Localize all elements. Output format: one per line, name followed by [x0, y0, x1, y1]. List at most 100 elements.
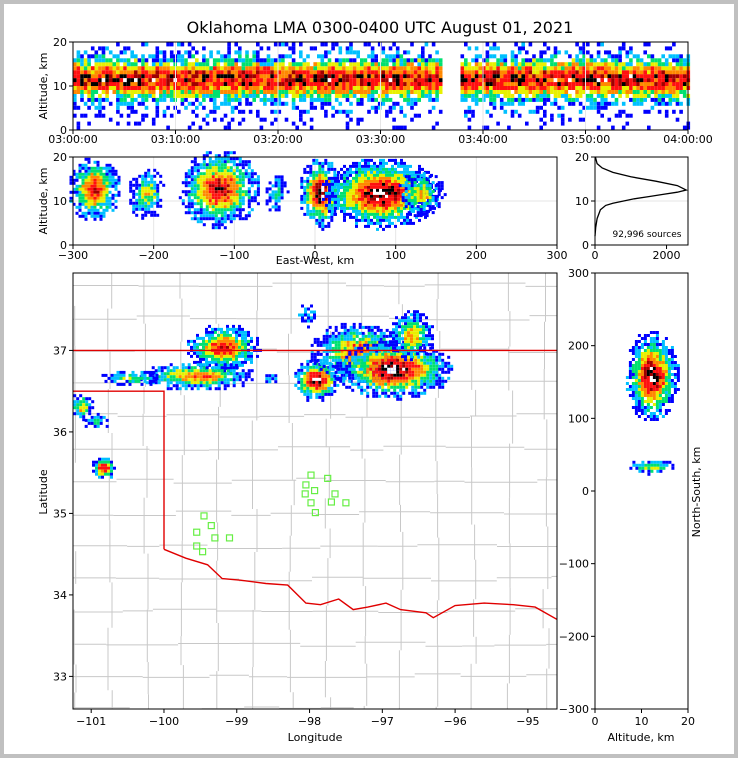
time-height-cell [209, 66, 213, 71]
ew-cell [274, 202, 278, 206]
ew-cell [268, 199, 272, 203]
time-height-cell [184, 82, 188, 86]
map-density-cell [241, 375, 245, 379]
time-height-cell [675, 66, 680, 71]
map-density-cell [327, 380, 331, 384]
map-density-cell [172, 378, 176, 382]
ew-cell [358, 203, 361, 207]
time-height-cell [600, 66, 604, 71]
time-height-cell [134, 70, 138, 75]
time-height-cell [144, 66, 149, 71]
ew-cell [147, 210, 151, 214]
time-height-cell [517, 97, 522, 102]
ew-cell [69, 196, 73, 200]
time-height-cell [625, 93, 630, 98]
time-height-xtick-label: 03:20:00 [253, 133, 302, 146]
ew-cell [401, 199, 405, 203]
ew-cell [388, 182, 391, 186]
time-height-cell [238, 121, 242, 126]
time-height-cell [331, 46, 335, 51]
time-height-cell [374, 86, 378, 90]
map-density-cell [226, 345, 229, 349]
time-height-cell [73, 97, 77, 102]
ew-cell [75, 175, 79, 179]
time-height-cell [385, 109, 389, 114]
time-height-cell [205, 113, 210, 118]
time-height-cell [101, 113, 106, 118]
ew-cell [306, 191, 310, 195]
time-height-cell [238, 46, 242, 51]
map-density-cell [107, 376, 111, 380]
ew-cell [202, 187, 206, 191]
map-density-cell [217, 360, 220, 364]
time-height-cell [478, 74, 482, 79]
time-height-cell [320, 105, 325, 110]
time-height-cell [438, 109, 443, 114]
map-density-cell [193, 381, 197, 385]
ew-cell [349, 179, 352, 183]
map-density-cell [223, 339, 226, 343]
ew-cell [238, 196, 242, 200]
time-height-cell [474, 58, 479, 63]
time-height-cell [528, 78, 533, 83]
map-density-cell [175, 372, 179, 376]
time-height-cell [632, 74, 637, 79]
ew-cell [93, 172, 97, 176]
time-height-cell [406, 74, 411, 79]
map-density-cell [247, 369, 251, 373]
ew-cell [93, 196, 97, 200]
time-height-cell [381, 78, 386, 83]
time-height-cell [589, 62, 594, 67]
time-height-cell [137, 101, 142, 106]
map-density-cell [187, 363, 191, 367]
time-height-cell [169, 54, 174, 59]
time-height-cell [169, 66, 174, 71]
time-height-cell [395, 101, 400, 106]
time-height-cell [141, 101, 145, 106]
time-height-cell [625, 70, 630, 75]
time-height-cell [679, 101, 683, 106]
time-height-cell [209, 86, 213, 90]
map-density-cell [226, 354, 229, 358]
map-density-cell [217, 384, 221, 388]
ew-cell [135, 180, 139, 184]
ew-cell [382, 218, 385, 222]
ew-cell [229, 172, 233, 176]
time-height-cell [668, 97, 673, 102]
time-height-cell [417, 62, 421, 67]
time-height-cell [288, 66, 292, 71]
ew-cell [153, 189, 157, 193]
ew-cell [410, 190, 414, 194]
ew-cell [382, 212, 385, 216]
time-height-cell [76, 121, 81, 126]
time-height-cell [101, 90, 106, 94]
ew-cell [226, 175, 230, 179]
ew-cell [205, 208, 209, 212]
time-height-cell [198, 70, 203, 75]
ew-cell [391, 164, 394, 168]
ew-cell [397, 170, 400, 174]
time-height-cell [223, 125, 228, 130]
time-height-cell [528, 62, 533, 67]
ew-cell [199, 211, 203, 215]
time-height-cell [485, 86, 490, 90]
ew-cell [223, 187, 227, 191]
time-height-cell [543, 121, 547, 126]
ew-cell [312, 182, 316, 186]
time-height-cell [177, 70, 181, 75]
map-density-cell [327, 374, 331, 378]
ew-cell [111, 208, 115, 212]
ew-cell [394, 191, 397, 195]
time-height-cell [83, 66, 88, 71]
ew-cell [247, 205, 251, 209]
ew-cell [373, 176, 376, 180]
ew-cell [277, 205, 281, 209]
ew-cell [223, 214, 227, 218]
time-height-cell [600, 86, 604, 90]
time-height-cell [162, 82, 167, 86]
time-height-cell [273, 78, 278, 83]
ew-cell [241, 163, 245, 167]
time-height-cell [489, 62, 493, 67]
ew-cell [303, 170, 307, 174]
ew-cell [413, 190, 417, 194]
